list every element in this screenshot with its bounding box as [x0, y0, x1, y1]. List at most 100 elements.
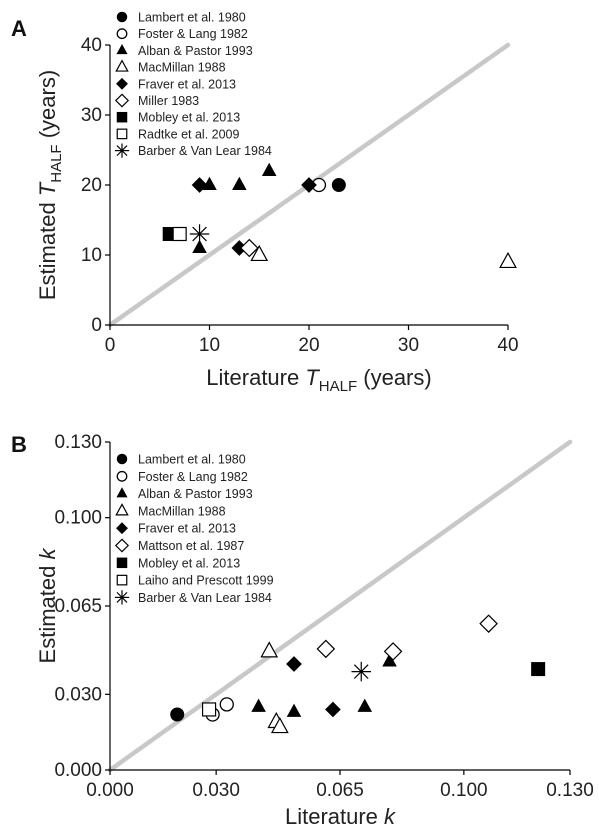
axis-label-units: (years): [357, 365, 432, 390]
y-tick-label: 40: [81, 35, 102, 56]
legend-marker: [116, 11, 128, 23]
legend-entry: Mobley et al. 2013: [138, 556, 240, 570]
axis-label-symbol: T: [305, 365, 320, 390]
data-point: [251, 698, 266, 712]
data-point: [219, 697, 234, 712]
x-axis-label: Literature THALF (years): [206, 365, 431, 395]
y-axis-label: Estimated k: [35, 548, 60, 664]
axis-label-text: Estimated: [35, 560, 60, 664]
data-point: [189, 224, 210, 244]
y-tick-label: 0: [91, 315, 102, 336]
x-tick-label: 10: [199, 335, 220, 356]
legend-marker: [114, 538, 130, 553]
y-tick-label: 0.000: [54, 760, 102, 781]
legend-marker: [116, 487, 128, 498]
axis-label-text: Literature: [206, 365, 305, 390]
legend-entry: Lambert et al. 1980: [138, 11, 246, 25]
legend-marker: [116, 574, 128, 586]
y-tick-label: 20: [81, 175, 102, 196]
asterisk-stroke: [116, 591, 128, 603]
data-point: [479, 614, 498, 633]
data-point: [351, 661, 371, 682]
axis-label-symbol: k: [384, 804, 396, 829]
y-tick-label: 0.030: [54, 684, 102, 705]
legend-marker: [114, 93, 130, 108]
legend-entry: Laiho and Prescott 1999: [138, 574, 274, 588]
legend-entry: MacMillan 1988: [138, 61, 226, 75]
x-tick-label: 0.030: [192, 780, 240, 801]
asterisk-stroke: [353, 664, 369, 679]
x-axis-label: Literature k: [285, 804, 396, 829]
data-point: [192, 239, 207, 253]
legend-entry: Foster & Lang 1982: [138, 27, 248, 41]
panel-b: B 0.000 0.030 0.065 0.100 0.130 0.000 0.030 0.06…: [11, 432, 594, 829]
y-tick-label: 10: [81, 245, 102, 266]
data-point: [201, 702, 217, 717]
legend-marker: [116, 28, 128, 40]
x-tick-label: 30: [398, 335, 419, 356]
x-tick-label: 0.000: [86, 780, 134, 801]
one-to-one-line: [107, 439, 573, 773]
axis-label-symbol: T: [35, 181, 60, 196]
panel-letter: B: [11, 432, 27, 457]
legend-marker: [116, 470, 128, 482]
legend-marker: [116, 111, 128, 123]
axis-label-units: (years): [35, 70, 60, 145]
legend-entry: Lambert et al. 1980: [138, 453, 246, 467]
data-point: [301, 177, 317, 193]
legend-marker: [115, 503, 129, 516]
data-point: [172, 226, 187, 242]
panel-letter: A: [11, 16, 27, 41]
legend-entry: Radtke et al. 2009: [138, 127, 240, 141]
legend-entry: Alban & Pastor 1993: [138, 44, 253, 58]
data-point: [191, 177, 208, 193]
legend-marker: [116, 77, 128, 90]
data-point: [357, 698, 373, 712]
y-tick-label: 0.130: [54, 432, 102, 453]
x-tick-label: 0.100: [440, 780, 488, 801]
data-point: [325, 701, 341, 718]
y-axis-label: Estimated THALF (years): [35, 70, 65, 300]
legend-entry: Barber & Van Lear 1984: [138, 144, 272, 158]
legend-entry: Mattson et al. 1987: [138, 539, 244, 553]
legend-entry: Miller 1983: [138, 94, 199, 108]
data-point: [383, 642, 403, 661]
x-tick-label: 40: [497, 335, 518, 356]
legend-entry: Foster & Lang 1982: [138, 470, 248, 484]
axis-label-text: Estimated: [35, 196, 60, 300]
axis-label-subscript: HALF: [48, 144, 65, 182]
legend-marker: [114, 143, 130, 158]
data-point: [170, 707, 185, 722]
legend-entry: MacMillan 1988: [138, 504, 226, 518]
y-tick-label: 30: [81, 105, 102, 126]
legend-entry: Barber & Van Lear 1984: [138, 591, 272, 605]
legend-marker: [116, 522, 128, 535]
x-tick-label: 0: [105, 335, 116, 356]
data-point: [232, 176, 247, 190]
legend-entry: Fraver et al. 2013: [138, 522, 236, 536]
data-point: [202, 176, 217, 190]
data-point: [499, 251, 517, 269]
data-point: [270, 716, 289, 734]
legend-marker: [116, 453, 128, 465]
axis-label-subscript: HALF: [319, 378, 357, 395]
x-tick-label: 0.065: [316, 780, 364, 801]
legend-marker: [115, 59, 129, 72]
asterisk-stroke: [192, 226, 207, 242]
data-point: [240, 238, 259, 258]
data-point: [260, 641, 279, 658]
asterisk-stroke: [116, 145, 128, 157]
axis-label-symbol: k: [35, 548, 60, 560]
data-point: [250, 244, 269, 262]
y-tick-label: 0.100: [54, 508, 102, 529]
axis-label-text: Literature: [285, 804, 384, 829]
legend-entry: Alban & Pastor 1993: [138, 487, 253, 501]
data-point: [286, 656, 302, 672]
legend-marker: [116, 44, 128, 55]
data-point: [331, 178, 346, 192]
legend-entry: Fraver et al. 2013: [138, 77, 236, 91]
data-point: [316, 639, 336, 659]
data-point: [286, 703, 302, 717]
legend-marker: [114, 590, 130, 605]
